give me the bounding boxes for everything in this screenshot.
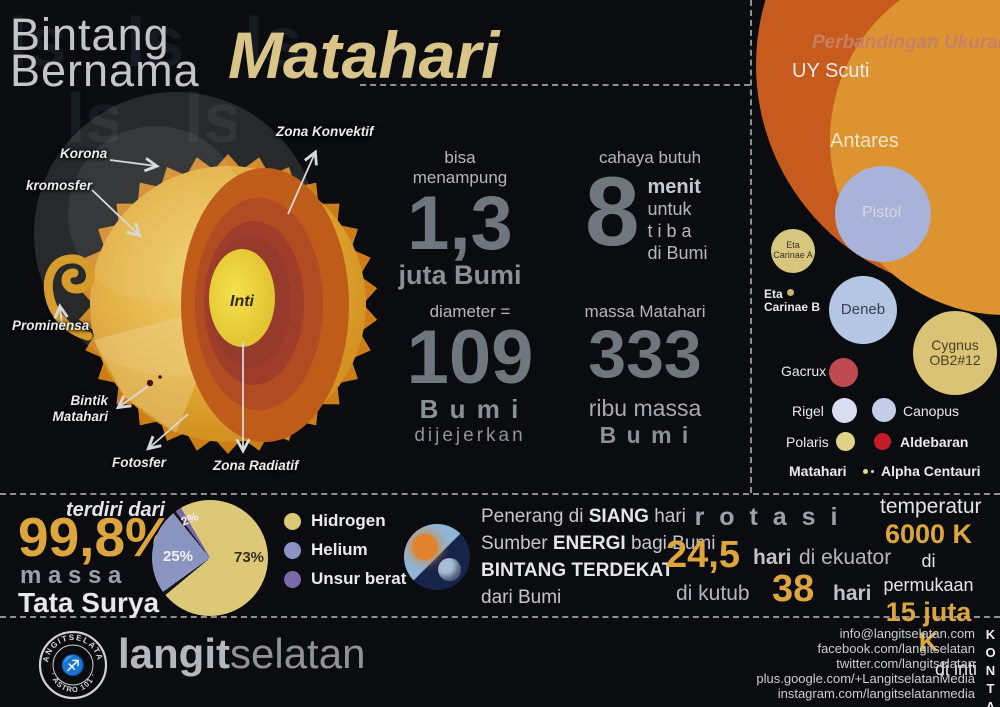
label-kromosfer: kromosfer [26, 178, 93, 193]
panel-divider [750, 0, 752, 493]
sun-icon [412, 534, 438, 560]
rotation-pole-loc: di kutub [676, 582, 750, 605]
label-korona: Korona [60, 146, 108, 161]
aldebaran-circle [874, 433, 891, 450]
brand-wordmark: langitselatan [118, 630, 366, 677]
temperature-block: temperatur 6000 K di permukaan 15 juta K… [880, 495, 982, 679]
legend-item-heavy: Unsur berat [284, 569, 406, 589]
ls-watermark-pattern: ls ls [0, 0, 300, 150]
sagittarius-icon: ♐ [61, 653, 86, 677]
heavy-elements-swatch [284, 570, 301, 588]
bottom-band-divider [0, 493, 1000, 495]
label-uy-scuti: UY Scuti [792, 60, 870, 82]
rotation-equator-value: 24,5 [666, 534, 740, 576]
legend-item-helium: Helium [284, 540, 368, 560]
page-title: Matahari [228, 18, 500, 92]
fact-line: Penerang di SIANG hari [481, 506, 686, 527]
facts-block: Penerang di SIANG hari Sumber ENERGI bag… [481, 503, 715, 611]
contact-twitter: twitter.com/langitselatan [836, 656, 975, 671]
label-polaris: Polaris [786, 434, 829, 450]
rotation-heading: r o t a s i [694, 503, 842, 531]
fact-line: dari Bumi [481, 587, 562, 608]
langitselatan-stamp-logo: LANGITSELATAN · ASTRO 101 · ♐ [38, 630, 108, 700]
label-prominensa: Prominensa [12, 318, 90, 333]
pie-label-hydrogen: 73% [234, 549, 265, 566]
rotation-pole-unit: hari [833, 582, 872, 605]
fact-line: BINTANG TERDEKAT [481, 560, 674, 581]
label-aldebaran: Aldebaran [900, 434, 969, 450]
size-comparison-heading: Perbandingan Ukuran [812, 32, 1000, 53]
composition-value: 99,8% [18, 506, 174, 568]
contact-facebook: facebook.com/langitselatan [817, 641, 975, 656]
contact-list: info@langitselatan.com facebook.com/lang… [756, 626, 975, 701]
label-bintik-matahari: Bintik Matahari [52, 393, 108, 424]
composition-system: Tata Surya [18, 587, 160, 618]
canopus-circle [872, 398, 896, 422]
contact-googleplus: plus.google.com/+LangitselatanMedia [756, 671, 975, 686]
contact-instagram: instagram.com/langitselatanmedia [777, 686, 975, 701]
inti-label: Inti [230, 293, 255, 310]
cygnus-ob2-circle: Cygnus OB2#12 [913, 311, 997, 395]
composition-intro: terdiri dari [66, 499, 165, 521]
deneb-circle: Deneb [829, 276, 897, 344]
eta-carinae-a-circle: Eta Carinae A [771, 229, 815, 273]
rotation-equator-unit: hari [753, 546, 792, 569]
matahari-dot [863, 469, 868, 474]
label-rigel: Rigel [792, 403, 824, 419]
contact-email: info@langitselatan.com [839, 626, 975, 641]
label-matahari: Matahari [789, 463, 847, 479]
header-divider [360, 84, 750, 86]
polaris-circle [836, 432, 855, 451]
rotation-equator-loc: di ekuator [799, 546, 892, 569]
stat-volume: bisa menampung 1,3 juta Bumi [398, 148, 522, 291]
annotation-arrows [53, 149, 318, 454]
helium-swatch [284, 541, 301, 559]
inti-core [209, 249, 275, 347]
label-zona-radiatif: Zona Radiatif [213, 458, 299, 473]
title-line2: Bernama [10, 45, 200, 96]
rotation-pole-value: 38 [772, 568, 815, 610]
composition-massa: m a s s a [20, 562, 122, 589]
earth-moon-icon [438, 558, 461, 581]
label-fotosfer: Fotosfer [112, 455, 166, 470]
label-canopus: Canopus [903, 403, 960, 419]
label-eta-carinae-b: Eta Carinae B [764, 287, 821, 314]
pistol-circle [835, 166, 931, 262]
stat-mass: massa Matahari 333 ribu massa B u m i [584, 302, 706, 448]
fact-line: Sumber ENERGI bagi Bumi [481, 533, 716, 554]
composition-pie-chart [152, 500, 268, 616]
kontak-vertical-label: KONTAK [983, 627, 998, 707]
sunspot [146, 379, 154, 387]
day-night-icon [404, 524, 470, 590]
label-antares: Antares [830, 130, 899, 152]
legend-item-hydrogen: Hidrogen [284, 511, 386, 531]
footer-divider [0, 616, 1000, 618]
title-line1: Bintang [10, 9, 170, 60]
gacrux-circle [829, 358, 858, 387]
sun-cutaway-diagram: Inti [34, 92, 378, 454]
alpha-centauri-dot [871, 470, 874, 473]
label-zona-konvektif: Zona Konvektif [276, 124, 374, 139]
stat-diameter: diameter = 109 B u m i dijejerkan [406, 302, 534, 447]
label-pistol: Pistol [862, 204, 902, 221]
hydrogen-swatch [284, 512, 301, 530]
sunspot [158, 375, 162, 379]
rigel-circle [832, 398, 857, 423]
eta-carinae-b-dot [787, 289, 794, 296]
prominence-loop [43, 254, 95, 341]
label-alpha-centauri: Alpha Centauri [881, 463, 981, 479]
stat-light-travel: cahaya butuh 8 menit untuk t i b a di Bu… [585, 148, 708, 266]
pie-label-helium: 25% [163, 548, 194, 565]
label-gacrux: Gacrux [781, 363, 827, 379]
